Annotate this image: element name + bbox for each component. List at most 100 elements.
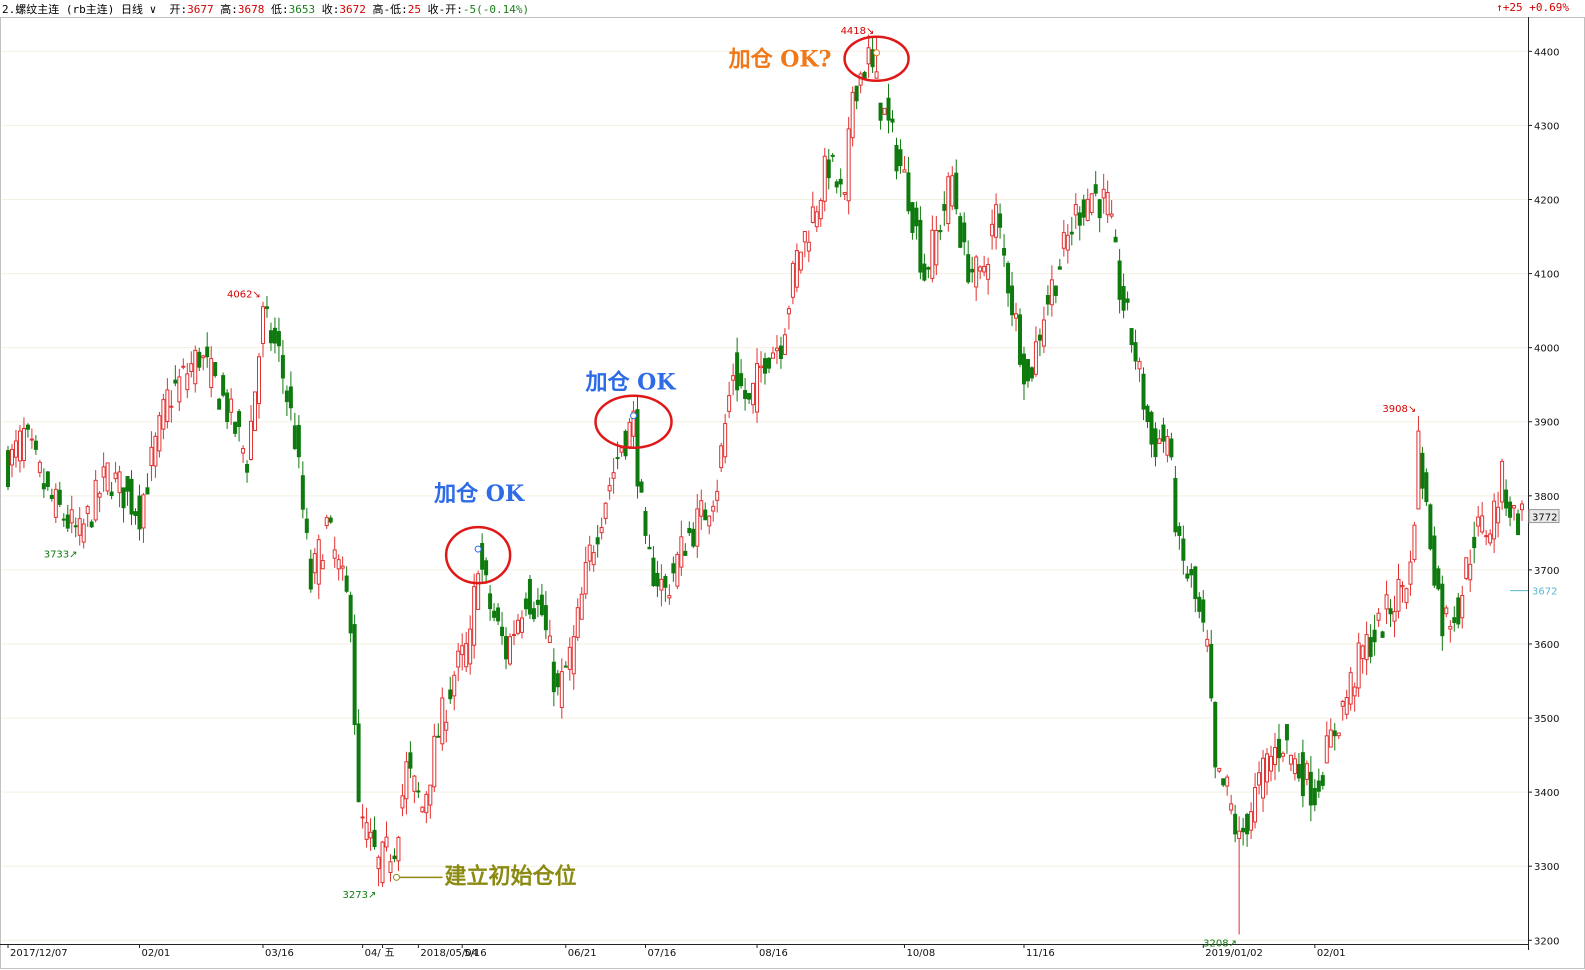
- candle-body: [137, 495, 142, 530]
- candle-body: [312, 553, 317, 574]
- candle-body: [504, 636, 509, 660]
- candle-body: [245, 464, 250, 473]
- candle-body: [300, 475, 305, 510]
- candle-body: [49, 494, 54, 499]
- candle-body: [675, 553, 680, 587]
- candle-body: [364, 822, 369, 840]
- candle-body: [1245, 813, 1250, 835]
- grid-lines: [0, 17, 1585, 969]
- candle-body: [225, 392, 230, 423]
- extreme-labels: 4062↘ 3733↗ 3273↗ 4418↘ 3208↗ 3908↘: [44, 26, 1417, 949]
- candle-body: [870, 49, 875, 68]
- annotation-marker: [474, 545, 482, 553]
- open-value: 3677: [187, 3, 214, 16]
- date-tick-label: 五: [385, 948, 395, 959]
- candle-body: [1352, 686, 1357, 697]
- candle-body: [639, 481, 644, 493]
- candle-body: [615, 457, 620, 460]
- candle-body: [1300, 752, 1305, 797]
- candle-body: [663, 576, 668, 588]
- candle-body: [591, 552, 596, 566]
- candle-body: [288, 386, 293, 409]
- candle-body: [1416, 430, 1421, 510]
- candle-body: [1284, 724, 1289, 741]
- candle-body: [1029, 367, 1034, 379]
- candle-body: [508, 636, 513, 665]
- candle-body: [1376, 612, 1381, 621]
- candle-body: [125, 475, 130, 492]
- candle-body: [575, 607, 580, 638]
- candle-body: [1209, 643, 1214, 699]
- candle-body: [1169, 438, 1174, 458]
- candle-body: [607, 485, 612, 492]
- candle-body: [1157, 438, 1162, 444]
- candle-body: [448, 689, 453, 700]
- candle-body: [93, 479, 98, 521]
- candle-body: [1404, 588, 1409, 604]
- candle-body: [759, 365, 764, 369]
- candle-body: [1018, 314, 1022, 365]
- candle-body: [1332, 730, 1337, 737]
- candle-body: [922, 263, 927, 281]
- price-tick-label: 4200: [1534, 195, 1559, 206]
- candle-body: [85, 506, 90, 515]
- candle-body: [229, 398, 234, 413]
- candle-body: [408, 752, 413, 769]
- candle-body: [527, 579, 532, 615]
- candle-body: [276, 331, 281, 347]
- candle-body: [707, 515, 712, 527]
- candle-body: [770, 352, 775, 359]
- right-change: ↑+25 +0.69%: [1496, 1, 1569, 14]
- candle-body: [428, 784, 433, 806]
- candle-body: [1280, 752, 1285, 757]
- candle-body: [284, 390, 289, 403]
- candle-body: [1500, 460, 1505, 503]
- candle-body: [1117, 260, 1122, 300]
- candle-body: [647, 546, 652, 550]
- candle-body: [105, 462, 110, 492]
- candle-body: [17, 430, 22, 462]
- candle-body: [1460, 594, 1465, 619]
- high-value: 3678: [237, 3, 265, 16]
- candle-body: [1137, 361, 1142, 370]
- candle-body: [695, 508, 700, 547]
- candle-body: [579, 593, 584, 620]
- chevron-down-icon[interactable]: ∨: [149, 3, 157, 16]
- period-label[interactable]: 日线: [120, 3, 143, 16]
- candle-body: [1364, 634, 1369, 661]
- candle-body: [1320, 775, 1325, 786]
- candle-body: [627, 421, 632, 448]
- candle-body: [29, 438, 34, 441]
- annotation-marker: [873, 49, 881, 57]
- candle-body: [1504, 489, 1509, 509]
- quote-header: 2.螺纹主连 (rb主连) 日线 ∨ 开:3677 高:3678 低:3653 …: [2, 1, 529, 17]
- chart-border: [0, 17, 1585, 969]
- current-price-tag: 3772: [1532, 513, 1557, 524]
- candle-body: [1488, 533, 1493, 544]
- price-tick-label: 3400: [1534, 788, 1559, 799]
- low-label: 低:: [270, 3, 289, 16]
- candle-body: [966, 254, 971, 283]
- candle-body: [751, 382, 756, 406]
- candle-body: [1269, 755, 1274, 772]
- candle-body: [440, 697, 445, 745]
- candle-body: [958, 216, 963, 248]
- candle-body: [1344, 697, 1349, 715]
- candle-body: [990, 223, 995, 237]
- candle-body: [1496, 506, 1501, 524]
- candle-body: [181, 365, 186, 368]
- candle-body: [332, 549, 337, 559]
- candle-body: [595, 537, 600, 545]
- candle-body: [356, 723, 361, 803]
- candle-body: [233, 421, 238, 434]
- candle-body: [727, 395, 732, 412]
- symbol-label[interactable]: 2.螺纹主连 (rb主连): [2, 3, 115, 16]
- candle-body: [209, 358, 214, 388]
- candle-body: [886, 97, 891, 121]
- candle-body: [1097, 199, 1102, 219]
- candle-body: [619, 447, 624, 453]
- candle-body: [1193, 566, 1198, 600]
- candle-body: [1420, 452, 1425, 489]
- candle-body: [1213, 701, 1218, 768]
